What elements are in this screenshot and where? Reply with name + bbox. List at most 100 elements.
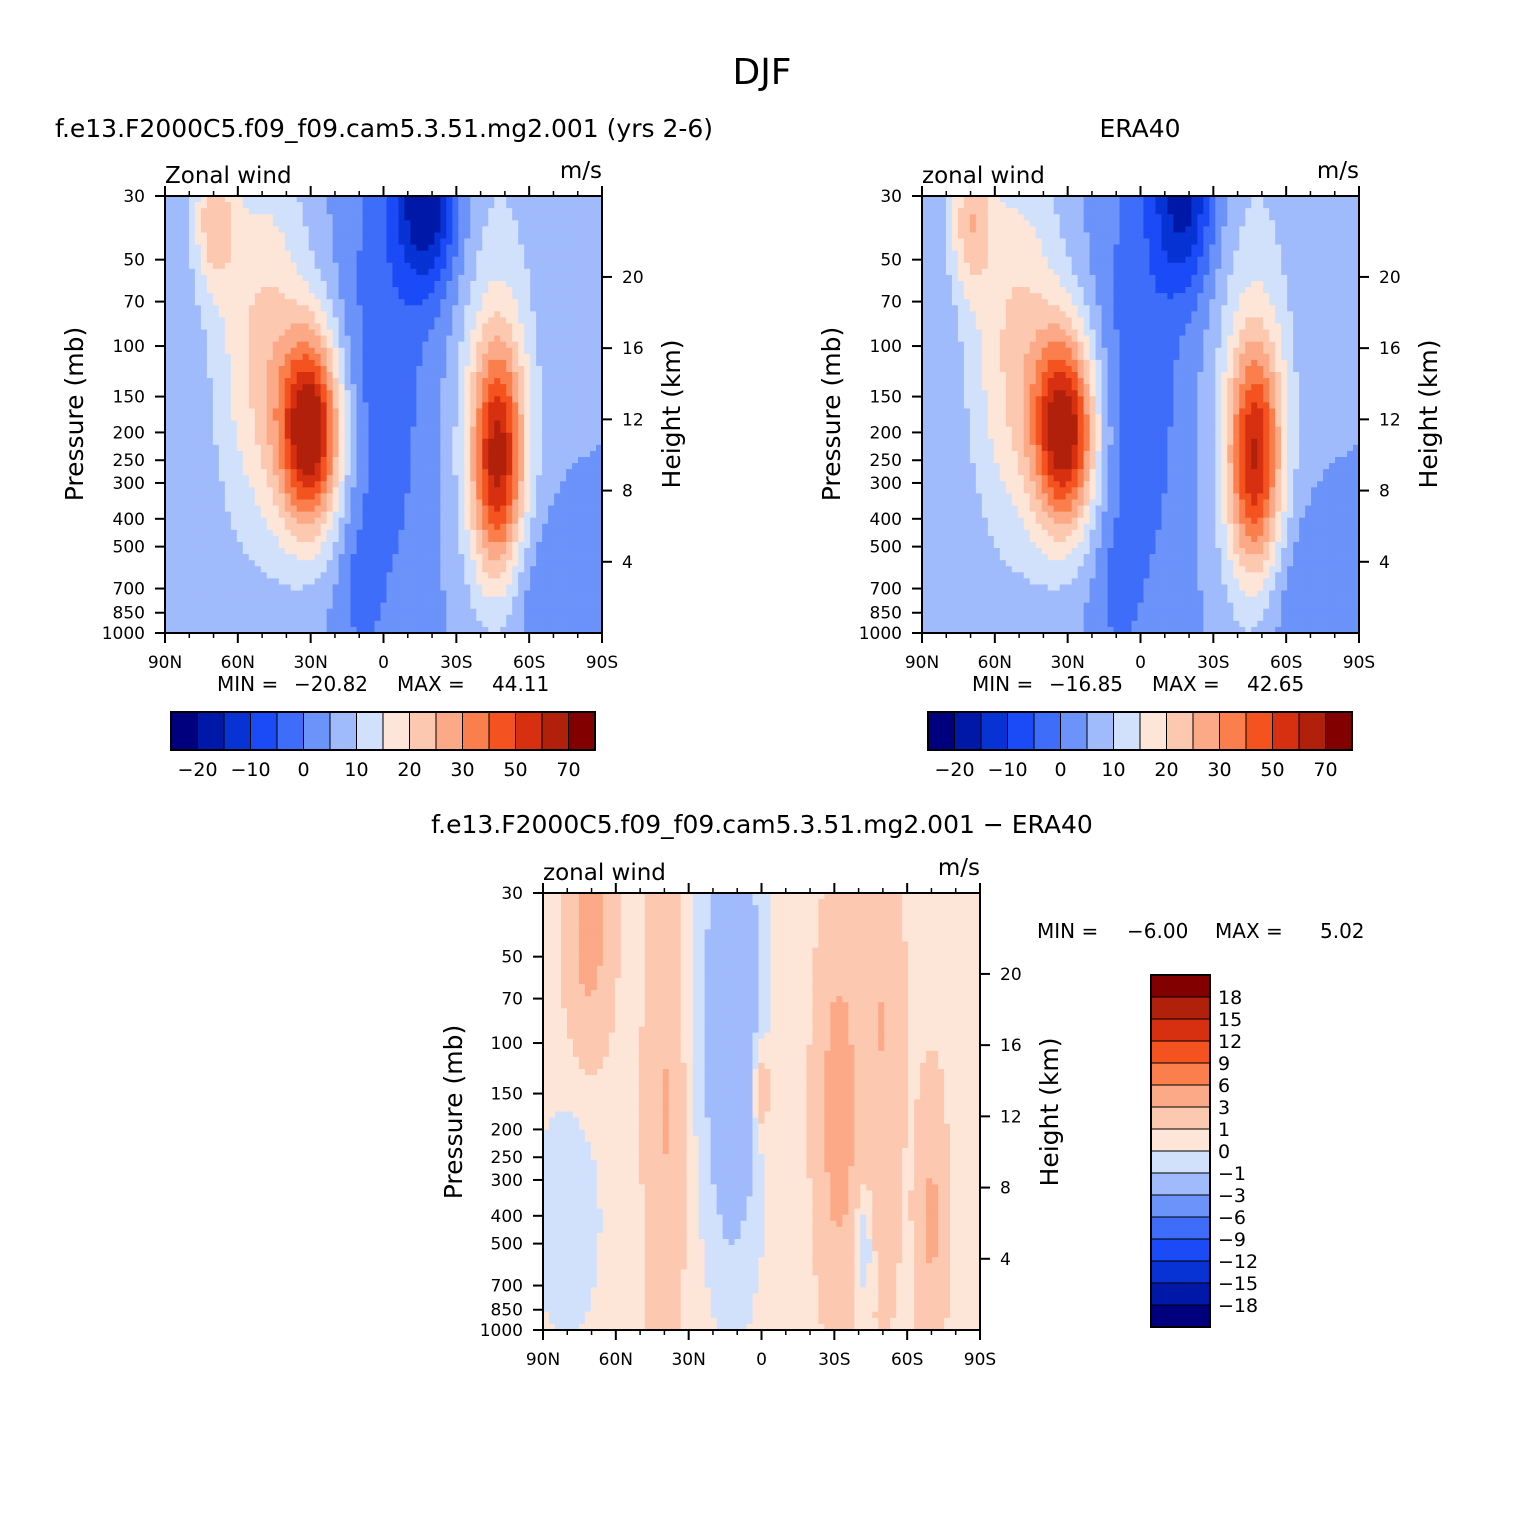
field-cell bbox=[518, 196, 525, 203]
field-cell bbox=[350, 378, 358, 385]
field-cell bbox=[470, 450, 477, 458]
field-cell bbox=[200, 566, 208, 573]
field-cell bbox=[165, 226, 172, 234]
field-cell bbox=[278, 620, 286, 628]
field-cell bbox=[464, 511, 471, 519]
field-cell bbox=[416, 329, 424, 337]
field-cell bbox=[500, 541, 507, 549]
field-cell bbox=[500, 311, 507, 318]
field-cell bbox=[512, 620, 519, 628]
field-cell bbox=[350, 481, 358, 488]
field-cell bbox=[254, 408, 262, 416]
field-cell bbox=[176, 299, 184, 306]
field-cell bbox=[182, 578, 190, 586]
field-cell bbox=[302, 572, 310, 579]
field-cell bbox=[272, 396, 280, 403]
field-cell bbox=[278, 305, 286, 312]
field-cell bbox=[524, 365, 531, 373]
field-cell bbox=[512, 626, 519, 633]
field-cell bbox=[554, 414, 561, 422]
field-cell bbox=[572, 299, 579, 306]
field-cell bbox=[224, 378, 232, 385]
field-cell bbox=[554, 311, 561, 318]
field-cell bbox=[242, 626, 250, 633]
field-cell bbox=[284, 347, 292, 355]
field-cell bbox=[206, 487, 214, 494]
field-cell bbox=[422, 493, 429, 501]
field-cell bbox=[524, 602, 531, 610]
field-cell bbox=[278, 214, 286, 221]
field-cell bbox=[512, 402, 519, 410]
field-cell bbox=[470, 596, 477, 604]
field-cell bbox=[434, 347, 441, 355]
field-cell bbox=[518, 226, 525, 234]
field-cell bbox=[362, 238, 370, 246]
field-cell bbox=[488, 226, 495, 234]
field-cell bbox=[422, 414, 429, 422]
field-cell bbox=[470, 220, 477, 227]
field-cell bbox=[392, 196, 400, 203]
field-cell bbox=[212, 238, 220, 246]
field-cell bbox=[176, 475, 184, 482]
field-cell bbox=[566, 311, 573, 318]
field-cell bbox=[320, 390, 328, 397]
field-cell bbox=[482, 372, 489, 379]
field-cell bbox=[302, 487, 310, 494]
field-cell bbox=[542, 293, 549, 300]
field-cell bbox=[578, 226, 585, 234]
field-cell bbox=[194, 353, 202, 361]
field-cell bbox=[566, 287, 573, 294]
field-cell bbox=[236, 438, 244, 446]
field-cell bbox=[494, 614, 501, 622]
field-cell bbox=[392, 220, 400, 227]
field-cell bbox=[428, 268, 435, 276]
field-cell bbox=[272, 268, 280, 276]
field-cell bbox=[398, 256, 406, 264]
field-cell bbox=[542, 523, 549, 531]
field-cell bbox=[212, 268, 220, 276]
field-cell bbox=[218, 408, 226, 416]
field-cell bbox=[170, 268, 178, 276]
field-cell bbox=[248, 620, 256, 628]
field-cell bbox=[536, 372, 543, 379]
field-cell bbox=[494, 378, 501, 385]
field-cell bbox=[512, 572, 519, 579]
field-cell bbox=[284, 487, 292, 494]
field-cell bbox=[452, 396, 459, 403]
field-cell bbox=[290, 274, 298, 282]
field-cell bbox=[266, 529, 274, 537]
field-cell bbox=[266, 535, 274, 543]
field-cell bbox=[176, 590, 184, 598]
field-cell bbox=[368, 299, 376, 306]
field-cell bbox=[428, 420, 435, 428]
field-cell bbox=[308, 232, 316, 240]
field-cell bbox=[242, 287, 250, 294]
field-cell bbox=[194, 335, 202, 343]
field-cell bbox=[566, 256, 573, 264]
field-cell bbox=[200, 390, 208, 397]
field-cell bbox=[170, 280, 178, 288]
field-cell bbox=[212, 323, 220, 331]
field-cell bbox=[242, 335, 250, 343]
field-cell bbox=[242, 329, 250, 337]
field-cell bbox=[165, 408, 172, 416]
field-cell bbox=[302, 554, 310, 561]
field-cell bbox=[380, 487, 388, 494]
field-cell bbox=[518, 208, 525, 215]
field-cell bbox=[194, 208, 202, 215]
field-cell bbox=[176, 396, 184, 403]
field-cell bbox=[392, 560, 400, 567]
field-cell bbox=[518, 493, 525, 501]
field-cell bbox=[524, 196, 531, 203]
field-cell bbox=[434, 481, 441, 488]
field-cell bbox=[500, 554, 507, 561]
field-cell bbox=[188, 499, 196, 507]
field-cell bbox=[386, 602, 394, 610]
field-cell bbox=[530, 426, 537, 434]
field-cell bbox=[165, 293, 172, 300]
field-cell bbox=[452, 378, 459, 385]
field-cell bbox=[566, 511, 573, 519]
field-cell bbox=[404, 244, 412, 252]
field-cell bbox=[242, 463, 250, 470]
field-cell bbox=[248, 262, 256, 270]
